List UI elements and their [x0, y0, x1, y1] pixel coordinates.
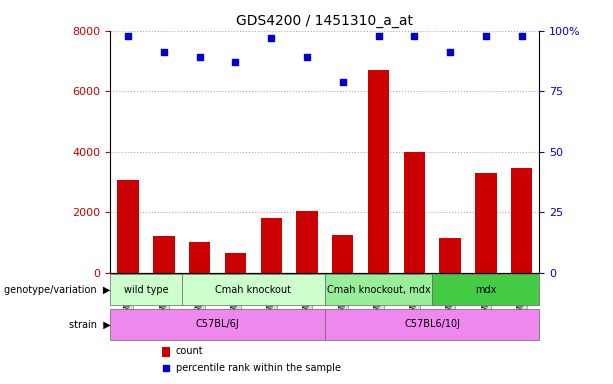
- Text: C57BL/6J: C57BL/6J: [196, 319, 240, 329]
- Point: [481, 33, 490, 39]
- Text: GSM413160: GSM413160: [159, 275, 169, 321]
- Text: GSM413167: GSM413167: [517, 275, 526, 321]
- Text: GSM413166: GSM413166: [481, 275, 490, 321]
- Text: C57BL6/10J: C57BL6/10J: [404, 319, 460, 329]
- Bar: [261, 218, 282, 273]
- Text: strain  ▶: strain ▶: [69, 319, 110, 329]
- Bar: [511, 168, 532, 273]
- Title: GDS4200 / 1451310_a_at: GDS4200 / 1451310_a_at: [237, 14, 413, 28]
- Bar: [162, 347, 170, 357]
- Text: GSM413163: GSM413163: [267, 275, 276, 321]
- Bar: [475, 173, 497, 273]
- Point: [195, 54, 205, 60]
- Bar: [332, 235, 354, 273]
- Text: GSM413165: GSM413165: [446, 275, 455, 321]
- Text: GSM413170: GSM413170: [409, 275, 419, 321]
- Text: wild type: wild type: [124, 285, 169, 295]
- Bar: [153, 236, 175, 273]
- Text: GSM413168: GSM413168: [338, 275, 348, 321]
- Bar: [189, 242, 210, 273]
- FancyBboxPatch shape: [110, 274, 182, 306]
- FancyBboxPatch shape: [432, 274, 539, 306]
- Point: [159, 50, 169, 56]
- Bar: [296, 211, 318, 273]
- Text: GSM413164: GSM413164: [302, 275, 311, 321]
- Bar: [440, 238, 461, 273]
- Text: count: count: [175, 346, 203, 356]
- FancyBboxPatch shape: [325, 274, 432, 306]
- Text: Cmah knockout, mdx: Cmah knockout, mdx: [327, 285, 430, 295]
- Text: GSM413162: GSM413162: [231, 275, 240, 321]
- Point: [266, 35, 276, 41]
- Text: genotype/variation  ▶: genotype/variation ▶: [4, 285, 110, 295]
- FancyBboxPatch shape: [325, 309, 539, 340]
- Point: [517, 33, 527, 39]
- FancyBboxPatch shape: [182, 274, 325, 306]
- Bar: [403, 152, 425, 273]
- Point: [123, 33, 133, 39]
- Text: percentile rank within the sample: percentile rank within the sample: [175, 362, 341, 373]
- Point: [338, 78, 348, 84]
- Text: Cmah knockout: Cmah knockout: [215, 285, 291, 295]
- Point: [373, 33, 384, 39]
- Text: GSM413169: GSM413169: [374, 275, 383, 321]
- Text: GSM413159: GSM413159: [124, 275, 133, 321]
- Bar: [368, 70, 389, 273]
- FancyBboxPatch shape: [110, 309, 325, 340]
- Text: mdx: mdx: [475, 285, 497, 295]
- Point: [302, 54, 312, 60]
- Point: [409, 33, 419, 39]
- Bar: [225, 253, 246, 273]
- Point: [230, 59, 240, 65]
- Point: [445, 50, 455, 56]
- Text: GSM413161: GSM413161: [195, 275, 204, 321]
- Bar: [118, 180, 139, 273]
